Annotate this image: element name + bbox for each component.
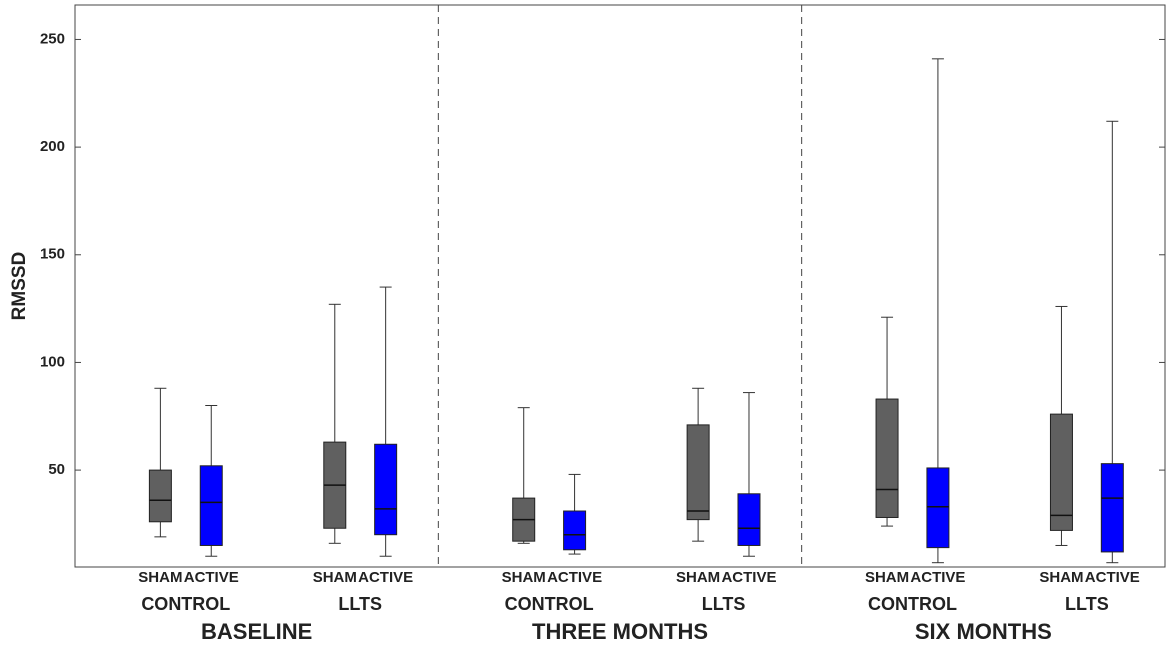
box (374, 443, 398, 536)
x-tick-label: SHAM (865, 569, 909, 586)
box (563, 510, 587, 551)
box (148, 469, 172, 523)
x-tick-label: ACTIVE (721, 569, 776, 586)
x-tick-label: SHAM (676, 569, 720, 586)
x-tick-label: SHAM (502, 569, 546, 586)
group-label: LLTS (1065, 594, 1109, 614)
group-label: LLTS (338, 594, 382, 614)
x-tick-label: ACTIVE (547, 569, 602, 586)
x-tick-label: SHAM (313, 569, 357, 586)
y-tick-label: 50 (48, 461, 65, 478)
x-tick-label: ACTIVE (358, 569, 413, 586)
x-tick-label: ACTIVE (184, 569, 239, 586)
group-label: LLTS (702, 594, 746, 614)
group-label: CONTROL (505, 594, 594, 614)
y-axis-label: RMSSD (9, 252, 30, 321)
group-label: CONTROL (868, 594, 957, 614)
box (199, 465, 223, 546)
period-label: SIX MONTHS (915, 619, 1052, 644)
box (875, 398, 899, 518)
period-label: THREE MONTHS (532, 619, 708, 644)
plot-frame (74, 4, 1166, 568)
y-tick-label: 100 (40, 353, 65, 370)
x-tick-label: ACTIVE (1085, 569, 1140, 586)
box (1049, 413, 1073, 531)
group-label: CONTROL (141, 594, 230, 614)
box (737, 493, 761, 546)
x-tick-label: SHAM (138, 569, 182, 586)
y-tick-label: 150 (40, 246, 65, 263)
box (1100, 463, 1124, 553)
box (926, 467, 950, 549)
x-tick-label: SHAM (1039, 569, 1083, 586)
y-tick-label: 200 (40, 138, 65, 155)
x-tick-label: ACTIVE (910, 569, 965, 586)
y-tick-label: 250 (40, 30, 65, 47)
box (686, 424, 710, 521)
period-label: BASELINE (201, 619, 312, 644)
